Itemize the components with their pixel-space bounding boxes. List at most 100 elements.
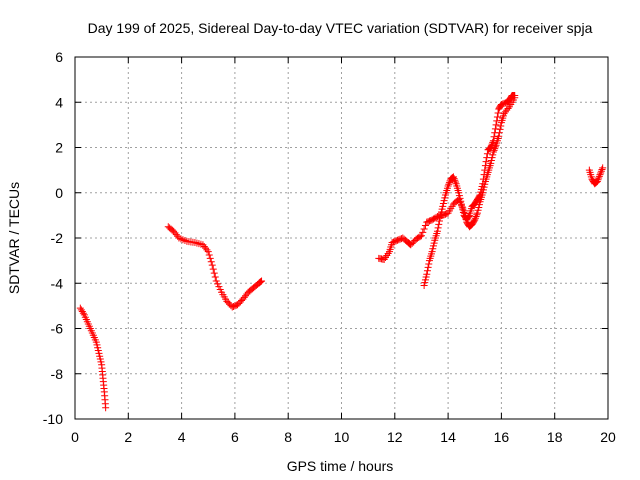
tick-layer: 0 2 4 6 8 10 12 14 16 18 20 -10 -8 -6 -4 -2 0 2 4 6 bbox=[43, 49, 616, 445]
x-tick-label: 14 bbox=[440, 429, 456, 445]
chart-title: Day 199 of 2025, Sidereal Day-to-day VTE… bbox=[88, 20, 593, 36]
data-point-marker bbox=[420, 225, 428, 233]
data-point-marker bbox=[493, 113, 501, 121]
x-tick-label: 20 bbox=[600, 429, 616, 445]
data-point-marker bbox=[504, 104, 512, 112]
data-point-marker bbox=[465, 213, 473, 221]
data-point-marker bbox=[493, 117, 501, 125]
data-point-marker bbox=[206, 254, 214, 262]
data-point-marker bbox=[490, 133, 498, 141]
data-point-marker bbox=[445, 180, 453, 188]
data-point-marker bbox=[479, 175, 487, 183]
y-tick-label: 6 bbox=[55, 49, 63, 65]
data-point-marker bbox=[449, 173, 457, 181]
data-point-marker bbox=[483, 154, 491, 162]
data-point-marker bbox=[593, 177, 601, 185]
data-point-marker bbox=[489, 137, 497, 145]
y-tick-label: -8 bbox=[51, 366, 64, 382]
data-point-marker bbox=[483, 150, 491, 158]
data-point-marker bbox=[204, 248, 212, 256]
data-point-marker bbox=[487, 142, 495, 150]
data-point-marker bbox=[451, 178, 459, 186]
x-tick-label: 12 bbox=[387, 429, 403, 445]
data-point-marker bbox=[489, 148, 497, 156]
data-point-marker bbox=[416, 233, 424, 241]
data-point-marker bbox=[471, 216, 479, 224]
data-point-marker bbox=[211, 273, 219, 281]
data-point-marker bbox=[203, 246, 211, 254]
x-axis-label: GPS time / hours bbox=[287, 458, 394, 474]
data-point-marker bbox=[209, 265, 217, 273]
data-point-marker bbox=[595, 172, 603, 180]
data-point-marker bbox=[102, 404, 110, 412]
data-point-marker bbox=[450, 175, 458, 183]
y-tick-label: -6 bbox=[51, 321, 64, 337]
data-point-marker bbox=[419, 228, 427, 236]
data-point-marker bbox=[511, 91, 519, 99]
data-point-marker bbox=[487, 144, 495, 151]
data-point-marker bbox=[496, 125, 504, 133]
y-axis-label: SDTVAR / TECUs bbox=[6, 182, 22, 294]
x-tick-label: 8 bbox=[284, 429, 292, 445]
y-tick-label: 0 bbox=[55, 185, 63, 201]
x-tick-label: 6 bbox=[231, 429, 239, 445]
data-point-marker bbox=[435, 217, 443, 225]
data-point-marker bbox=[445, 179, 453, 187]
data-point-marker bbox=[208, 261, 216, 269]
data-point-marker bbox=[495, 132, 503, 140]
x-tick-label: 0 bbox=[71, 429, 79, 445]
y-tick-label: 2 bbox=[55, 140, 63, 156]
data-point-marker bbox=[256, 278, 264, 286]
data-point-marker bbox=[599, 164, 607, 172]
x-tick-label: 16 bbox=[494, 429, 510, 445]
data-point-marker bbox=[475, 192, 483, 200]
x-tick-label: 4 bbox=[178, 429, 186, 445]
data-point-marker bbox=[421, 222, 429, 230]
data-point-marker bbox=[472, 213, 480, 221]
y-tick-label: 4 bbox=[55, 94, 63, 110]
data-point-marker bbox=[417, 232, 425, 240]
data-point-marker bbox=[434, 224, 442, 232]
data-point-marker bbox=[425, 260, 433, 268]
data-point-marker bbox=[595, 174, 603, 182]
data-point-marker bbox=[597, 167, 605, 175]
data-point-marker bbox=[596, 171, 604, 179]
data-point-marker bbox=[210, 269, 218, 277]
y-tick-label: -10 bbox=[43, 411, 63, 427]
data-point-marker bbox=[258, 277, 266, 285]
data-point-marker bbox=[497, 122, 505, 130]
data-point-marker bbox=[423, 267, 431, 275]
data-point-marker bbox=[491, 129, 499, 137]
data-layer bbox=[76, 91, 607, 412]
data-point-marker bbox=[205, 251, 213, 259]
data-point-marker bbox=[482, 158, 490, 166]
data-point-marker bbox=[492, 121, 500, 129]
data-point-marker bbox=[424, 263, 432, 271]
y-tick-label: -4 bbox=[51, 275, 64, 291]
data-point-marker bbox=[494, 109, 502, 117]
data-point-marker bbox=[597, 169, 605, 177]
data-point-marker bbox=[489, 138, 497, 146]
data-point-marker bbox=[491, 125, 499, 133]
data-point-marker bbox=[480, 171, 488, 179]
data-point-marker bbox=[79, 309, 87, 317]
data-point-marker bbox=[594, 176, 602, 184]
data-point-marker bbox=[481, 162, 489, 170]
x-tick-label: 18 bbox=[547, 429, 563, 445]
data-point-marker bbox=[433, 227, 441, 235]
data-point-marker bbox=[451, 176, 459, 184]
data-point-marker bbox=[423, 270, 431, 278]
data-point-marker bbox=[207, 258, 215, 266]
x-tick-label: 10 bbox=[334, 429, 350, 445]
data-point-marker bbox=[473, 211, 481, 219]
data-point-marker bbox=[598, 166, 606, 174]
data-point-marker bbox=[481, 166, 489, 174]
data-point-marker bbox=[479, 180, 487, 188]
data-point-marker bbox=[444, 182, 452, 190]
y-tick-label: -2 bbox=[51, 230, 64, 246]
data-point-marker bbox=[471, 214, 479, 222]
data-point-marker bbox=[257, 278, 265, 286]
